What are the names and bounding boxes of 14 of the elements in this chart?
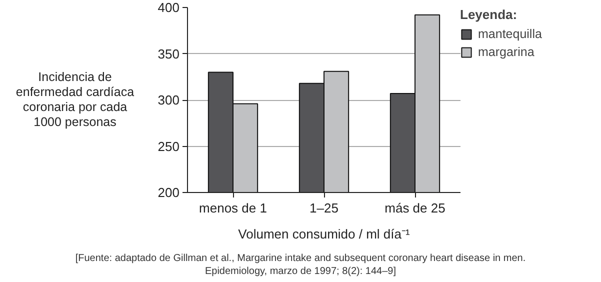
y-tick-label: 350 bbox=[158, 46, 180, 62]
x-tick-label: menos de 1 bbox=[199, 200, 267, 216]
legend-title: Leyenda: bbox=[460, 7, 518, 22]
text: [Fuente: adaptado de Gillman et al., Margarine intake and subsequent coronary heart disease in men. Epidemiology, marzo de 1997; 8(2): 144–9] bbox=[75, 252, 526, 278]
y-tick-label: 400 bbox=[158, 0, 180, 15]
y-axis-title: Incidencia de enfermedad cardíaca coronaria por cada 1000 personas bbox=[16, 70, 134, 130]
y-tick-label: 250 bbox=[158, 138, 180, 154]
legend-label: mantequilla bbox=[478, 27, 542, 41]
legend-label: margarina bbox=[478, 45, 534, 59]
x-tick-label: más de 25 bbox=[384, 200, 446, 216]
y-tick-label: 200 bbox=[158, 185, 180, 200]
x-axis-title: Volumen consumido / ml día⁻¹ bbox=[238, 226, 410, 242]
y-tick-label: 300 bbox=[158, 92, 180, 108]
x-tick-label: 1–25 bbox=[310, 200, 338, 216]
